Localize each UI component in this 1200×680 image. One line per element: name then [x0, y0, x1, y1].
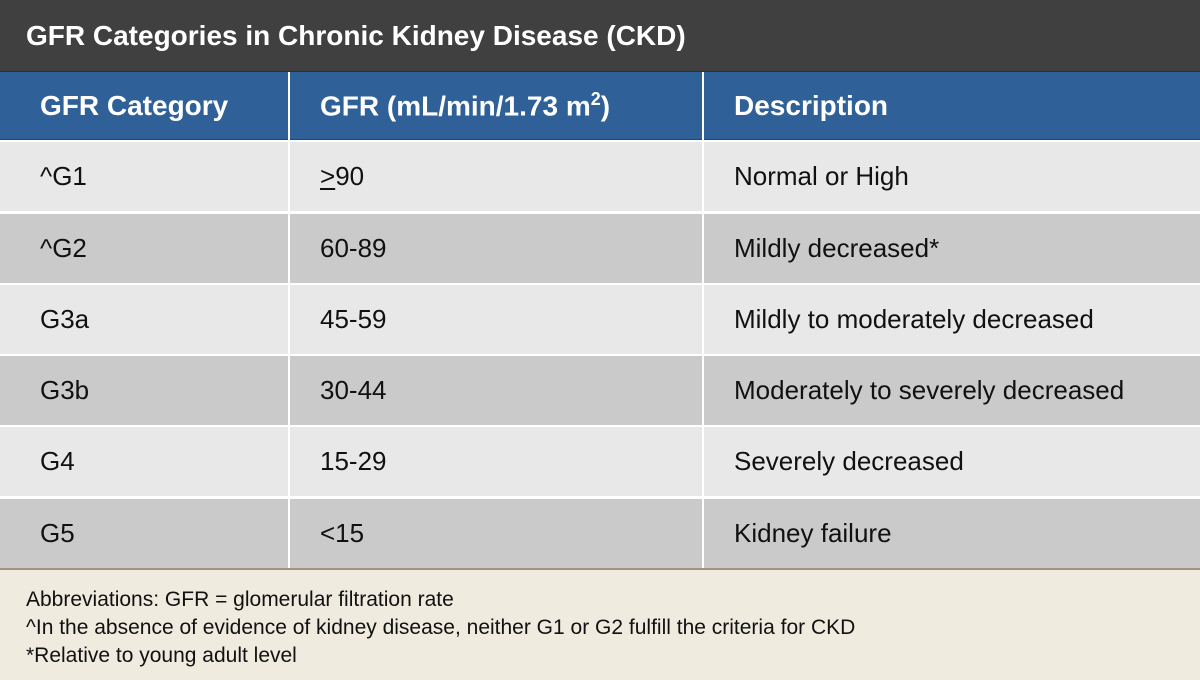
cell-description: Normal or High	[734, 161, 909, 192]
header-description: Description	[704, 72, 1200, 140]
table-row-g2-description: Mildly decreased*	[704, 213, 1200, 283]
cell-description: Severely decreased	[734, 446, 964, 477]
table-row-g3a-category: G3a	[0, 284, 288, 354]
header-gfr-prefix: GFR (mL/min/1.73 m	[320, 90, 591, 122]
table-row-g3a-gfr: 45-59	[290, 284, 702, 354]
page-title: GFR Categories in Chronic Kidney Disease…	[0, 0, 1200, 72]
cell-description: Moderately to severely decreased	[734, 375, 1125, 406]
cell-gfr-symbol: >	[320, 161, 336, 192]
gfr-categories-table: GFR Category GFR (mL/min/1.73 m2) Descri…	[0, 72, 1200, 568]
footnotes: Abbreviations: GFR = glomerular filtrati…	[0, 568, 1200, 680]
table-row-g3b-gfr: 30-44	[290, 356, 702, 426]
cell-category: G3b	[40, 375, 90, 406]
table-row-g1-gfr: >90	[290, 142, 702, 212]
cell-gfr-value: 15-29	[320, 446, 387, 477]
footnote-caret: ^In the absence of evidence of kidney di…	[26, 616, 856, 639]
table-row-g5-description: Kidney failure	[704, 498, 1200, 568]
cell-category: G3a	[40, 303, 90, 334]
cell-gfr-value: 30-44	[320, 375, 387, 406]
footnote-asterisk: *Relative to young adult level	[26, 644, 297, 667]
header-gfr-category-label: GFR Category	[40, 89, 229, 121]
cell-gfr: >90	[320, 161, 364, 192]
table-row-g5-category: G5	[0, 498, 288, 568]
cell-description: Mildly to moderately decreased	[734, 303, 1094, 334]
cell-category: G4	[40, 446, 75, 477]
header-gfr-category: GFR Category	[0, 72, 288, 140]
cell-category: G5	[40, 517, 75, 548]
cell-description: Mildly decreased*	[734, 232, 940, 263]
header-gfr-suffix: )	[600, 90, 611, 122]
cell-gfr-value: 45-59	[320, 303, 387, 334]
table-row-g2-category: ^G2	[0, 213, 288, 283]
header-gfr-label: GFR (mL/min/1.73 m2)	[320, 89, 610, 122]
header-gfr-superscript: 2	[590, 88, 601, 109]
table-row-g3b-category: G3b	[0, 356, 288, 426]
table-row-g4-gfr: 15-29	[290, 427, 702, 497]
cell-category: ^G2	[40, 232, 87, 263]
table-row-g5-gfr: <15	[290, 498, 702, 568]
cell-category: ^G1	[40, 161, 87, 192]
table-row-g2-gfr: 60-89	[290, 213, 702, 283]
table-row-g3b-description: Moderately to severely decreased	[704, 356, 1200, 426]
cell-gfr-value: 60-89	[320, 232, 387, 263]
table-row-g1-category: ^G1	[0, 142, 288, 212]
footnote-abbreviations: Abbreviations: GFR = glomerular filtrati…	[26, 588, 454, 611]
cell-gfr-value: <15	[320, 517, 365, 548]
header-description-label: Description	[734, 89, 889, 121]
cell-description: Kidney failure	[734, 517, 892, 548]
page-title-text: GFR Categories in Chronic Kidney Disease…	[26, 19, 686, 51]
table-row-g4-category: G4	[0, 427, 288, 497]
header-gfr: GFR (mL/min/1.73 m2)	[290, 72, 702, 140]
table-row-g4-description: Severely decreased	[704, 427, 1200, 497]
table-row-g1-description: Normal or High	[704, 142, 1200, 212]
cell-gfr-value: 90	[335, 161, 365, 192]
table-row-g3a-description: Mildly to moderately decreased	[704, 284, 1200, 354]
